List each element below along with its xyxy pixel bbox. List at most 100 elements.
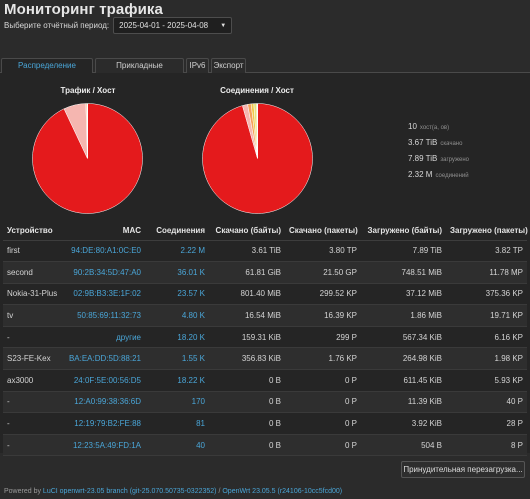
cell-rx-bytes: 61.81 GiB [209,261,285,284]
table-row: second 90:2B:34:5D:47:A0 36.01 K 61.81 GiB 2… [3,261,527,284]
stat-downloaded: 3.67 TiB скачано [408,138,463,147]
cell-tx-packets: 5.93 KP [446,369,527,392]
footer: Powered by LuCI openwrt-23.05 branch (gi… [4,488,342,495]
cell-tx-packets: 19.71 KP [446,304,527,327]
cell-rx-bytes: 0 B [209,369,285,392]
cell-device: - [3,412,63,435]
cell-tx-bytes: 11.39 KiB [361,391,446,414]
col-header-rx-bytes[interactable]: Скачано (байты) [209,221,285,241]
cell-rx-bytes: 801.40 MiB [209,283,285,306]
cell-mac[interactable]: 02:9B:B3:3E:1F:02 [63,283,145,306]
cell-connections[interactable]: 23.57 K [145,283,209,306]
table-row: first 94:DE:80:A1:0C:E0 2.22 M 3.61 TiB 3.80… [3,240,527,263]
cell-device: - [3,391,63,414]
cell-mac[interactable]: 12:A0:99:38:36:6D [63,391,145,414]
cell-rx-bytes: 0 B [209,412,285,435]
cell-tx-packets: 40 P [446,391,527,414]
cell-tx-bytes: 1.86 MiB [361,304,446,327]
col-header-tx-packets[interactable]: Загружено (пакеты) [446,221,528,241]
cell-tx-bytes: 504 B [361,434,446,457]
cell-connections[interactable]: 2.22 M [145,240,209,263]
cell-tx-bytes: 37.12 MiB [361,283,446,306]
cell-connections[interactable]: 1.55 K [145,347,209,371]
table-header-row: Устройство MAC Соединения Скачано (байты… [3,221,528,241]
stat-uploaded: 7.89 TiB загружено [408,154,469,163]
cell-tx-packets: 375.36 KP [446,283,527,306]
period-selector: Выберите отчётный период: 2025-04-01 - 2… [4,17,233,34]
col-header-rx-packets[interactable]: Скачано (пакеты) [285,221,361,241]
cell-rx-packets: 21.50 GP [285,261,361,284]
period-select-value: 2025-04-01 - 2025-04-08 [119,21,209,30]
cell-mac[interactable]: 24:0F:5E:00:56:D5 [63,369,145,392]
tab-traffic-distribution[interactable]: Распределение трафика [1,58,93,84]
cell-rx-packets: 0 P [285,391,361,414]
tab-export[interactable]: Экспорт [211,58,246,73]
cell-connections[interactable]: 4.80 K [145,304,209,327]
cell-device: Nokia-31-Plus [3,283,63,306]
cell-rx-bytes: 0 B [209,434,285,457]
summary-stats: 10 хост(а, ов) 3.67 TiB скачано 7.89 TiB за… [408,122,469,186]
cell-connections[interactable]: 170 [145,391,209,414]
cell-rx-packets: 0 P [285,434,361,457]
tab-ipv6[interactable]: IPv6 [186,58,209,73]
cell-mac[interactable]: другие [63,326,145,349]
col-header-mac[interactable]: MAC [63,221,145,241]
col-header-tx-bytes[interactable]: Загружено (байты) [361,221,446,241]
cell-tx-packets: 1.98 KP [446,347,527,371]
cell-rx-packets: 299 P [285,326,361,349]
cell-tx-bytes: 567.34 KiB [361,326,446,349]
cell-tx-bytes: 611.45 KiB [361,369,446,392]
cell-device: - [3,434,63,457]
cell-tx-bytes: 3.92 KiB [361,412,446,435]
cell-mac[interactable]: 94:DE:80:A1:0C:E0 [63,240,145,263]
cell-tx-bytes: 7.89 TiB [361,240,446,263]
cell-rx-packets: 0 P [285,412,361,435]
footer-separator: / [218,488,221,495]
table-row: S23-FE-Kex BA:EA:DD:5D:88:21 1.55 K 356.83 … [3,347,527,371]
cell-rx-bytes: 3.61 TiB [209,240,285,263]
stat-hosts: 10 хост(а, ов) [408,122,450,131]
col-header-connections[interactable]: Соединения [145,221,209,241]
footer-openwrt-link[interactable]: OpenWrt 23.05.5 (r24106-10cc5fcd00) [222,488,343,495]
footer-prefix: Powered by [4,488,41,495]
connections-pie-title: Соединения / Хост [220,86,294,95]
cell-device: - [3,326,63,349]
traffic-pie-title: Трафик / Хост [60,86,116,95]
cell-mac[interactable]: 90:2B:34:5D:47:A0 [63,261,145,284]
cell-rx-bytes: 159.31 KiB [209,326,285,349]
cell-device: first [3,240,63,263]
cell-rx-bytes: 16.54 MiB [209,304,285,327]
cell-mac[interactable]: 12:19:79:B2:FE:88 [63,412,145,435]
cell-device: S23-FE-Kex [3,347,63,371]
cell-tx-bytes: 264.98 KiB [361,347,446,371]
tab-application-protocols[interactable]: Прикладные протоколы [95,58,184,84]
col-header-device[interactable]: Устройство [3,221,63,241]
force-reload-button[interactable]: Принудительная перезагрузка... [401,461,525,478]
cell-tx-packets: 28 P [446,412,527,435]
cell-mac[interactable]: 50:85:69:11:32:73 [63,304,145,327]
table-row: Nokia-31-Plus 02:9B:B3:3E:1F:02 23.57 K 801… [3,283,527,306]
cell-connections[interactable]: 18.22 K [145,369,209,392]
host-traffic-table: Устройство MAC Соединения Скачано (байты… [3,221,528,457]
cell-rx-packets: 1.76 KP [285,347,361,371]
cell-device: tv [3,304,63,327]
cell-mac[interactable]: 12:23:5A:49:FD:1A [63,434,145,457]
cell-mac[interactable]: BA:EA:DD:5D:88:21 [63,347,145,371]
cell-tx-bytes: 748.51 MiB [361,261,446,284]
cell-device: second [3,261,63,284]
cell-tx-packets: 11.78 MP [446,261,527,284]
traffic-pie-chart [32,103,143,214]
cell-connections[interactable]: 40 [145,434,209,457]
period-select[interactable]: 2025-04-01 - 2025-04-08 ▼ [113,17,233,34]
footer-luci-link[interactable]: LuCI openwrt-23.05 branch (git-25.070.50… [42,488,217,495]
page-title: Мониторинг трафика [4,1,163,18]
cell-connections[interactable]: 18.20 K [145,326,209,349]
cell-connections[interactable]: 81 [145,412,209,435]
cell-connections[interactable]: 36.01 K [145,261,209,284]
cell-rx-packets: 0 P [285,369,361,392]
cell-tx-packets: 6.16 KP [446,326,527,349]
